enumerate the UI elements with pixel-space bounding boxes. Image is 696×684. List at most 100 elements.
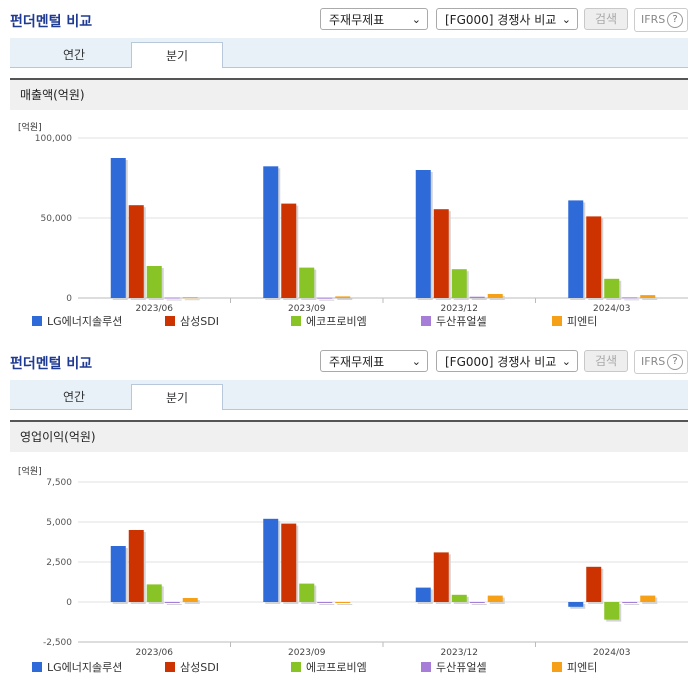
tab-annual[interactable]: 연간 — [62, 390, 86, 404]
bar-LG에너지솔루션 — [415, 587, 431, 602]
bar-삼성SDI — [586, 566, 602, 602]
bar-shadow — [471, 298, 487, 300]
y-tick-label: 50,000 — [41, 214, 73, 224]
revenue-chart: [억원] 0 50,000 100,000 2023/06 2023/09 2023/12 2… — [18, 121, 688, 314]
statement-select-value: 주재무제표 — [329, 13, 385, 27]
legend-label: 피엔티 — [567, 661, 598, 674]
bar-LG에너지솔루션 — [110, 158, 126, 298]
bar-shadow — [166, 299, 182, 301]
bar-삼성SDI — [128, 530, 144, 602]
y-tick-label: 5,000 — [46, 518, 72, 528]
bar-두산퓨얼셀 — [317, 602, 333, 603]
bar-피엔티 — [487, 294, 503, 298]
legend-label: 에코프로비엠 — [306, 315, 367, 328]
legend-label: LG에너지솔루션 — [47, 315, 123, 328]
y-unit-label: [억원] — [18, 465, 42, 477]
bar-shadow — [166, 604, 182, 605]
legend-item[interactable]: LG에너지솔루션 — [32, 314, 122, 330]
legend-swatch — [32, 662, 42, 672]
chart-title: 매출액(억원) — [10, 80, 688, 110]
period-tabs: 연간 분기 — [10, 38, 688, 68]
chart-legend: LG에너지솔루션 삼성SDI 에코프로비엠 두산퓨얼셀 피엔티 — [10, 660, 688, 676]
chevron-down-icon: ⌄ — [561, 13, 571, 26]
bar-두산퓨얼셀 — [164, 297, 180, 299]
search-button[interactable]: 검색 — [584, 8, 628, 30]
statement-select[interactable]: 주재무제표 ⌄ — [320, 350, 428, 372]
bar-에코프로비엠 — [146, 584, 162, 602]
peer-group-select[interactable]: [FG000] 경쟁사 비교 ⌄ — [436, 350, 578, 372]
legend-item[interactable]: 두산퓨얼셀 — [421, 314, 487, 330]
panel-title: 펀더멘털 비교 — [10, 356, 93, 372]
legend-label: 삼성SDI — [180, 661, 219, 674]
operating-profit-chart: [억원] -2,500 0 2,500 5,000 7,500 2023/06 2023/09… — [18, 465, 688, 658]
question-circle-icon: ? — [667, 354, 683, 370]
tab-quarterly[interactable]: 분기 — [131, 42, 223, 68]
peer-group-select[interactable]: [FG000] 경쟁사 비교 ⌄ — [436, 8, 578, 30]
legend-item[interactable]: 삼성SDI — [165, 660, 219, 676]
legend-item[interactable]: LG에너지솔루션 — [32, 660, 122, 676]
legend-item[interactable]: 피엔티 — [552, 660, 597, 676]
bar-에코프로비엠 — [604, 278, 620, 298]
legend-swatch — [291, 662, 301, 672]
ifrs-button[interactable]: IFRS ? — [634, 350, 688, 374]
bar-두산퓨얼셀 — [622, 602, 638, 603]
legend-item[interactable]: 삼성SDI — [165, 314, 219, 330]
ifrs-label: IFRS — [641, 355, 666, 368]
bar-shadow — [337, 604, 353, 605]
y-unit-label: [억원] — [18, 121, 42, 133]
legend-item[interactable]: 에코프로비엠 — [291, 660, 367, 676]
x-tick-label: 2023/09 — [288, 648, 326, 658]
bar-shadow — [319, 604, 335, 605]
bar-피엔티 — [640, 595, 656, 602]
legend-item[interactable]: 피엔티 — [552, 314, 597, 330]
chart-legend: LG에너지솔루션 삼성SDI 에코프로비엠 두산퓨얼셀 피엔티 — [10, 314, 688, 330]
question-circle-icon: ? — [667, 12, 683, 28]
bar-두산퓨얼셀 — [469, 602, 485, 603]
legend-item[interactable]: 두산퓨얼셀 — [421, 660, 487, 676]
legend-swatch — [165, 662, 175, 672]
bar-두산퓨얼셀 — [164, 602, 180, 603]
legend-label: 두산퓨얼셀 — [436, 315, 487, 328]
bar-삼성SDI — [128, 205, 144, 298]
chevron-down-icon: ⌄ — [411, 13, 421, 26]
fundamental-panel-revenue: 펀더멘털 비교 주재무제표 ⌄ [FG000] 경쟁사 비교 ⌄ 검색 IFRS… — [0, 0, 696, 340]
bar-피엔티 — [182, 297, 198, 299]
bar-LG에너지솔루션 — [568, 200, 584, 298]
bar-shadow — [184, 299, 200, 301]
x-tick-label: 2023/06 — [136, 304, 174, 314]
chart-title: 영업이익(억원) — [10, 422, 688, 452]
legend-swatch — [165, 316, 175, 326]
bar-피엔티 — [640, 295, 656, 298]
y-tick-label: -2,500 — [43, 638, 72, 648]
bar-에코프로비엠 — [451, 594, 467, 602]
legend-item[interactable]: 에코프로비엠 — [291, 314, 367, 330]
y-tick-label: 100,000 — [35, 134, 72, 144]
chart-box: 영업이익(억원) [억원] -2,500 0 2,500 5,000 7,500 2023/… — [10, 420, 688, 682]
x-tick-label: 2023/12 — [441, 304, 478, 314]
statement-select[interactable]: 주재무제표 ⌄ — [320, 8, 428, 30]
y-tick-label: 0 — [66, 294, 72, 304]
legend-swatch — [421, 316, 431, 326]
bar-shadow — [337, 298, 353, 300]
legend-swatch — [421, 662, 431, 672]
bar-두산퓨얼셀 — [622, 297, 638, 299]
tab-quarterly[interactable]: 분기 — [131, 384, 223, 410]
period-tabs: 연간 분기 — [10, 380, 688, 410]
x-tick-label: 2024/03 — [593, 648, 630, 658]
search-button[interactable]: 검색 — [584, 350, 628, 372]
bar-삼성SDI — [281, 523, 297, 602]
x-tick-label: 2024/03 — [593, 304, 630, 314]
bar-삼성SDI — [433, 209, 449, 298]
tab-annual[interactable]: 연간 — [62, 48, 86, 62]
legend-label: 두산퓨얼셀 — [436, 661, 487, 674]
bar-피엔티 — [487, 595, 503, 602]
x-tick-label: 2023/09 — [288, 304, 326, 314]
peer-group-select-value: [FG000] 경쟁사 비교 — [445, 13, 557, 27]
bar-삼성SDI — [281, 203, 297, 298]
bar-피엔티 — [335, 296, 351, 298]
bar-에코프로비엠 — [299, 267, 315, 298]
bar-두산퓨얼셀 — [317, 297, 333, 299]
chevron-down-icon: ⌄ — [411, 355, 421, 368]
chevron-down-icon: ⌄ — [561, 355, 571, 368]
ifrs-button[interactable]: IFRS ? — [634, 8, 688, 32]
